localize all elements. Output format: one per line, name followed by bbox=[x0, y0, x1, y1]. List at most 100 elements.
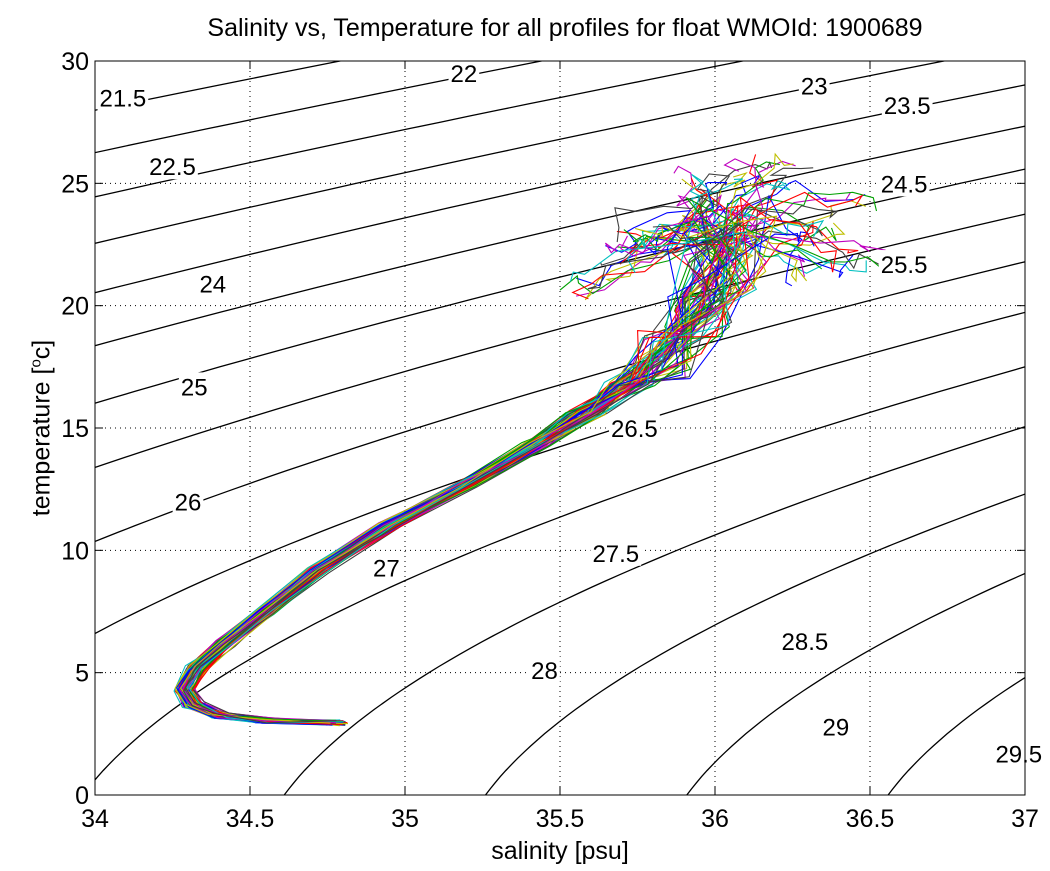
y-axis-label-sup: o bbox=[27, 359, 45, 368]
isoline-label: 24 bbox=[199, 272, 226, 299]
profile-line bbox=[176, 219, 859, 725]
x-tick-label: 35 bbox=[391, 805, 419, 833]
y-tick-label: 10 bbox=[61, 537, 89, 565]
y-axis-label-main: temperature [ bbox=[27, 367, 56, 517]
isoline-label-bg bbox=[590, 538, 642, 566]
profile-line bbox=[181, 195, 704, 725]
profile-line bbox=[191, 232, 717, 724]
y-tick-label: 20 bbox=[61, 293, 89, 321]
isoline-sigma-25-5 bbox=[95, 261, 1025, 543]
isoline-sigma-24 bbox=[95, 125, 1025, 347]
x-tick-label: 34.5 bbox=[226, 805, 275, 833]
isoline-label-bg bbox=[529, 656, 560, 684]
isoline-label-bg bbox=[993, 739, 1045, 767]
isoline-label: 22 bbox=[451, 61, 478, 88]
isoline-sigma-26 bbox=[95, 311, 1025, 635]
profile-line bbox=[178, 203, 750, 724]
profile-line bbox=[183, 198, 726, 726]
isoline-label: 23 bbox=[801, 73, 828, 100]
isoline-label-bg bbox=[878, 169, 930, 197]
profile-line bbox=[177, 174, 762, 724]
isoline-sigma-28 bbox=[685, 572, 1025, 795]
profile-line bbox=[191, 177, 742, 723]
profiles bbox=[173, 152, 888, 727]
profile-line bbox=[189, 203, 739, 724]
profile-line bbox=[178, 204, 728, 725]
x-tick-label: 34 bbox=[81, 805, 109, 833]
y-tick-label: 30 bbox=[61, 48, 89, 76]
isoline-label: 24.5 bbox=[881, 171, 928, 198]
profile-line bbox=[181, 236, 823, 721]
profile-line bbox=[189, 235, 867, 723]
x-axis-label: salinity [psu] bbox=[491, 837, 629, 865]
isoline-sigma-25 bbox=[95, 213, 1025, 469]
profile-line bbox=[183, 221, 743, 724]
profile-line bbox=[177, 227, 726, 726]
isoline-label: 29.5 bbox=[995, 741, 1042, 768]
profile-line bbox=[177, 180, 791, 721]
isoline-sigma-22-5 bbox=[95, 61, 746, 198]
isoline-label: 25.5 bbox=[881, 252, 928, 279]
profile-line bbox=[173, 219, 740, 724]
y-tick-label: 25 bbox=[61, 170, 89, 198]
isoline-label: 25 bbox=[181, 374, 208, 401]
profile-line bbox=[180, 215, 778, 724]
x-tick-label: 36 bbox=[701, 805, 729, 833]
isoline-label: 26 bbox=[175, 489, 202, 516]
isoline-label: 27.5 bbox=[592, 541, 639, 568]
profile-line bbox=[173, 178, 744, 724]
isoline-label: 28 bbox=[531, 658, 558, 685]
profile-line bbox=[174, 152, 794, 725]
isoline-sigma-23 bbox=[95, 61, 948, 245]
isoline-label: 28.5 bbox=[782, 629, 829, 656]
y-tick-label: 0 bbox=[75, 782, 89, 810]
isoline-label-bg bbox=[798, 71, 830, 99]
profile-line bbox=[179, 216, 854, 723]
isoline-sigma-22 bbox=[95, 61, 545, 154]
isoline-label: 29 bbox=[823, 714, 850, 741]
isoline-sigma-27-5 bbox=[484, 493, 1025, 795]
x-tick-label: 35.5 bbox=[536, 805, 585, 833]
isoline-sigma-21-5 bbox=[95, 61, 344, 111]
profile-line bbox=[176, 214, 751, 723]
isoline-label-bg bbox=[371, 553, 402, 581]
profile-line bbox=[184, 205, 839, 724]
isoline-label-bg bbox=[609, 414, 660, 441]
profile-line bbox=[180, 172, 748, 725]
isoline-label-bg bbox=[97, 83, 149, 111]
profile-line bbox=[192, 226, 731, 723]
isoline-label: 22.5 bbox=[149, 154, 196, 181]
isoline-label-bg bbox=[178, 372, 210, 400]
isoline-label: 27 bbox=[373, 555, 400, 582]
x-tick-label: 36.5 bbox=[846, 805, 895, 833]
isoline-label: 21.5 bbox=[100, 86, 147, 113]
isoline-sigma-26-5 bbox=[95, 366, 1025, 781]
ticks: 34 34.5 35 35.5 36 36.5 37 0 5 10 15 20 25 30 bbox=[61, 48, 1039, 833]
isoline-label-bg bbox=[172, 487, 204, 515]
isoline-label-bg bbox=[197, 269, 229, 297]
profile-line bbox=[189, 197, 888, 722]
profile-line bbox=[179, 220, 742, 725]
profile-line bbox=[189, 228, 808, 725]
isoline-label-bg bbox=[779, 626, 831, 654]
y-tick-label: 5 bbox=[75, 660, 89, 688]
y-tick-label: 15 bbox=[61, 415, 89, 443]
isoline-sigma-28-5 bbox=[887, 676, 1025, 795]
isoline-label-bg bbox=[878, 250, 930, 278]
profile-line bbox=[175, 210, 691, 726]
profile-line bbox=[177, 210, 729, 725]
isoline-label-bg bbox=[820, 712, 852, 740]
chart-title: Salinity vs, Temperature for all profile… bbox=[207, 14, 923, 42]
profile-line bbox=[178, 203, 717, 723]
x-tick-label: 37 bbox=[1011, 805, 1039, 833]
y-axis-label-end: c] bbox=[27, 339, 56, 360]
isoline-label-bg bbox=[147, 152, 198, 180]
profile-line bbox=[188, 181, 728, 723]
isoline-sigma-27 bbox=[283, 426, 1025, 795]
isoline-labels: 21.5 22 22.5 23 23.5 24 24.5 25 25.5 26 26.5 27 27.5… bbox=[97, 59, 1045, 768]
profile-line bbox=[186, 194, 722, 725]
isoline-label: 23.5 bbox=[884, 93, 931, 120]
isoline-label: 26.5 bbox=[611, 416, 658, 443]
profile-line bbox=[178, 215, 747, 724]
